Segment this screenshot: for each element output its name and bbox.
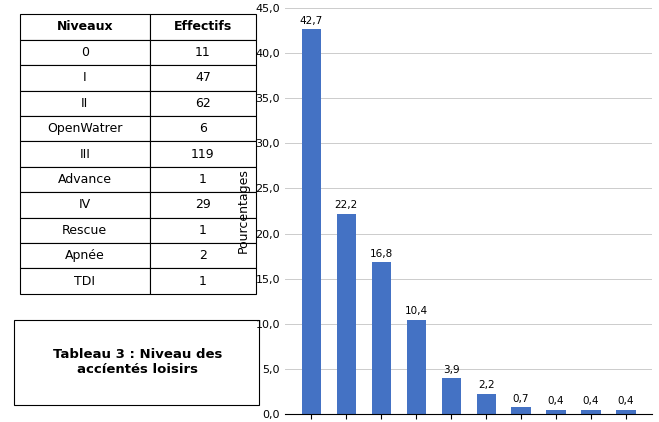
FancyBboxPatch shape — [150, 40, 256, 65]
FancyBboxPatch shape — [150, 14, 256, 40]
FancyBboxPatch shape — [150, 90, 256, 116]
Text: 22,2: 22,2 — [335, 200, 358, 210]
FancyBboxPatch shape — [14, 320, 258, 405]
Text: 29: 29 — [195, 198, 211, 211]
Text: 3,9: 3,9 — [443, 365, 459, 375]
Text: 62: 62 — [195, 97, 211, 110]
Text: 42,7: 42,7 — [300, 16, 323, 26]
FancyBboxPatch shape — [150, 268, 256, 294]
FancyBboxPatch shape — [20, 167, 150, 192]
Bar — [442, 379, 461, 414]
Bar — [511, 407, 530, 414]
Text: 1: 1 — [199, 224, 207, 237]
FancyBboxPatch shape — [150, 167, 256, 192]
FancyBboxPatch shape — [20, 141, 150, 167]
FancyBboxPatch shape — [20, 192, 150, 218]
FancyBboxPatch shape — [150, 65, 256, 90]
Bar — [302, 29, 321, 414]
Text: I: I — [83, 71, 86, 84]
FancyBboxPatch shape — [20, 218, 150, 243]
Text: III: III — [79, 148, 90, 160]
FancyBboxPatch shape — [150, 141, 256, 167]
FancyBboxPatch shape — [20, 116, 150, 141]
Text: 10,4: 10,4 — [405, 306, 428, 316]
FancyBboxPatch shape — [150, 192, 256, 218]
Text: 0,7: 0,7 — [513, 394, 529, 404]
FancyBboxPatch shape — [20, 65, 150, 90]
FancyBboxPatch shape — [20, 90, 150, 116]
FancyBboxPatch shape — [20, 243, 150, 268]
Text: Effectifs: Effectifs — [174, 21, 232, 33]
Y-axis label: Pourcentages: Pourcentages — [237, 168, 250, 254]
Text: 2,2: 2,2 — [478, 380, 494, 390]
Bar — [546, 410, 565, 414]
Bar — [372, 262, 391, 414]
Text: Tableau 3 : Niveau des
accíentés loisirs: Tableau 3 : Niveau des accíentés loisirs — [53, 348, 223, 376]
Text: 6: 6 — [199, 122, 207, 135]
Bar — [476, 394, 496, 414]
Text: Niveaux: Niveaux — [57, 21, 113, 33]
Text: 0,4: 0,4 — [583, 396, 599, 406]
Text: 0,4: 0,4 — [618, 396, 635, 406]
Text: 119: 119 — [191, 148, 215, 160]
Bar — [581, 410, 601, 414]
Text: 1: 1 — [199, 173, 207, 186]
Text: 2: 2 — [199, 249, 207, 262]
FancyBboxPatch shape — [20, 40, 150, 65]
Text: Rescue: Rescue — [62, 224, 107, 237]
Text: 0: 0 — [80, 46, 89, 59]
Text: II: II — [81, 97, 88, 110]
FancyBboxPatch shape — [20, 268, 150, 294]
FancyBboxPatch shape — [150, 218, 256, 243]
Text: 47: 47 — [195, 71, 211, 84]
Text: 11: 11 — [195, 46, 211, 59]
Text: 16,8: 16,8 — [370, 249, 393, 259]
Text: TDI: TDI — [74, 275, 95, 288]
FancyBboxPatch shape — [150, 116, 256, 141]
Bar — [616, 410, 636, 414]
Text: IV: IV — [78, 198, 91, 211]
Bar — [407, 320, 426, 414]
FancyBboxPatch shape — [150, 243, 256, 268]
Text: Apnée: Apnée — [65, 249, 105, 262]
Bar — [337, 214, 356, 414]
Text: Advance: Advance — [58, 173, 111, 186]
Text: OpenWatrer: OpenWatrer — [47, 122, 123, 135]
Text: 1: 1 — [199, 275, 207, 288]
FancyBboxPatch shape — [20, 14, 150, 40]
Text: 0,4: 0,4 — [548, 396, 564, 406]
